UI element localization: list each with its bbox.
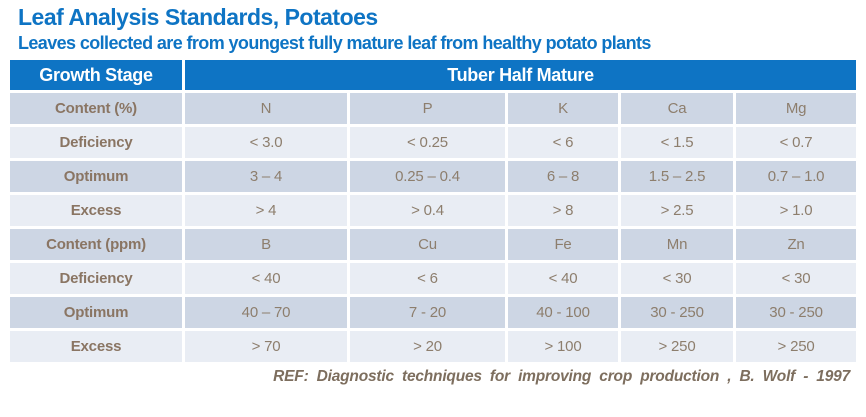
value-cell: < 0.7: [736, 127, 857, 158]
value-cell: 30 - 250: [621, 297, 733, 328]
value-cell: 0.25 – 0.4: [350, 161, 505, 192]
value-cell: < 6: [350, 263, 505, 294]
value-cell: 40 - 100: [508, 297, 618, 328]
table-row: Optimum 3 – 4 0.25 – 0.4 6 – 8 1.5 – 2.5…: [10, 161, 857, 192]
value-cell: B: [185, 229, 347, 260]
value-cell: 6 – 8: [508, 161, 618, 192]
value-cell: < 3.0: [185, 127, 347, 158]
row-label: Optimum: [10, 297, 182, 328]
value-cell: < 30: [736, 263, 857, 294]
value-cell: 1.5 – 2.5: [621, 161, 733, 192]
value-cell: Zn: [736, 229, 857, 260]
table-row: Content (ppm) B Cu Fe Mn Zn: [10, 229, 857, 260]
value-cell: 0.7 – 1.0: [736, 161, 857, 192]
value-cell: > 0.4: [350, 195, 505, 226]
value-cell: P: [350, 93, 505, 124]
value-cell: 3 – 4: [185, 161, 347, 192]
page-subtitle: Leaves collected are from youngest fully…: [18, 33, 651, 53]
value-cell: > 4: [185, 195, 347, 226]
value-cell: > 70: [185, 331, 347, 362]
row-label: Excess: [10, 331, 182, 362]
table-row: Optimum 40 – 70 7 - 20 40 - 100 30 - 250…: [10, 297, 857, 328]
value-cell: > 250: [621, 331, 733, 362]
table-header-row: Growth Stage Tuber Half Mature: [10, 60, 857, 90]
leaf-analysis-table: Growth Stage Tuber Half Mature Content (…: [7, 57, 859, 365]
value-cell: > 8: [508, 195, 618, 226]
value-cell: > 20: [350, 331, 505, 362]
reference-note: REF: Diagnostic techniques for improving…: [273, 368, 850, 385]
page-title: Leaf Analysis Standards, Potatoes: [18, 4, 378, 30]
row-label: Content (ppm): [10, 229, 182, 260]
value-cell: < 6: [508, 127, 618, 158]
value-cell: < 0.25: [350, 127, 505, 158]
row-label: Deficiency: [10, 127, 182, 158]
value-cell: 40 – 70: [185, 297, 347, 328]
row-label: Excess: [10, 195, 182, 226]
table-row: Content (%) N P K Ca Mg: [10, 93, 857, 124]
value-cell: > 100: [508, 331, 618, 362]
row-label: Optimum: [10, 161, 182, 192]
value-cell: < 40: [185, 263, 347, 294]
value-cell: < 1.5: [621, 127, 733, 158]
value-cell: < 40: [508, 263, 618, 294]
value-cell: Mn: [621, 229, 733, 260]
table-row: Deficiency < 40 < 6 < 40 < 30 < 30: [10, 263, 857, 294]
value-cell: Cu: [350, 229, 505, 260]
stage-value-header: Tuber Half Mature: [185, 60, 857, 90]
table-row: Excess > 70 > 20 > 100 > 250 > 250: [10, 331, 857, 362]
value-cell: < 30: [621, 263, 733, 294]
value-cell: Ca: [621, 93, 733, 124]
row-label: Content (%): [10, 93, 182, 124]
value-cell: > 1.0: [736, 195, 857, 226]
table-row: Excess > 4 > 0.4 > 8 > 2.5 > 1.0: [10, 195, 857, 226]
value-cell: > 250: [736, 331, 857, 362]
value-cell: Mg: [736, 93, 857, 124]
row-label: Deficiency: [10, 263, 182, 294]
value-cell: K: [508, 93, 618, 124]
growth-stage-header: Growth Stage: [10, 60, 182, 90]
value-cell: > 2.5: [621, 195, 733, 226]
value-cell: 30 - 250: [736, 297, 857, 328]
value-cell: 7 - 20: [350, 297, 505, 328]
value-cell: Fe: [508, 229, 618, 260]
value-cell: N: [185, 93, 347, 124]
table-row: Deficiency < 3.0 < 0.25 < 6 < 1.5 < 0.7: [10, 127, 857, 158]
